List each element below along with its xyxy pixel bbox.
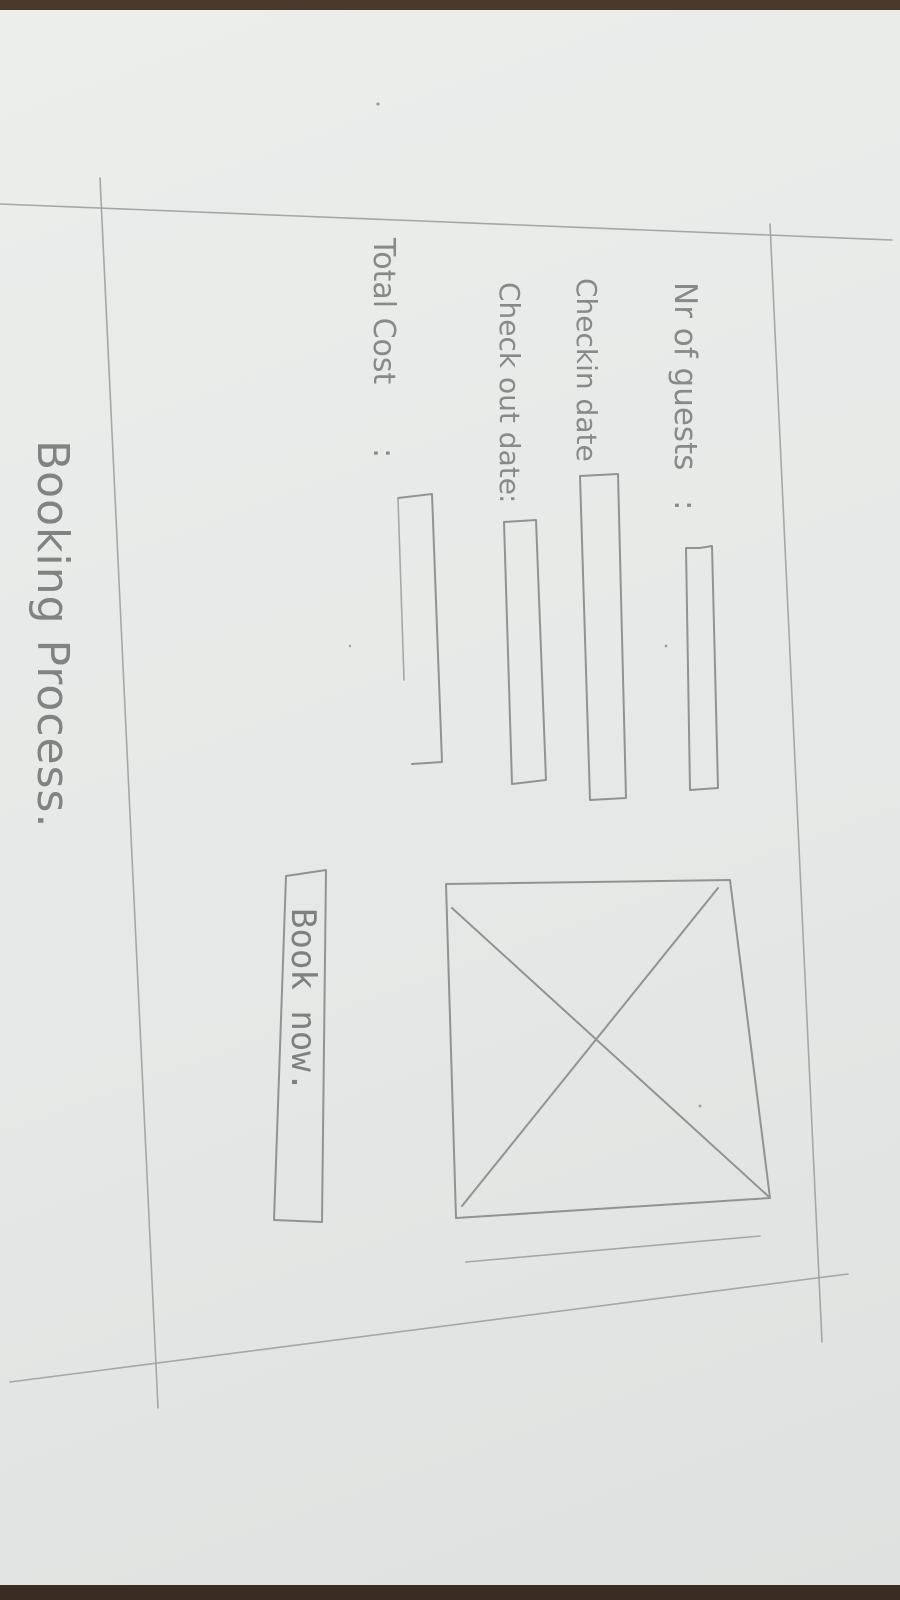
checkout-label: Check out date — [493, 282, 526, 495]
guests-label-group: Nr of guests : — [667, 282, 703, 510]
speck — [698, 1104, 702, 1108]
book-now-button[interactable]: Book now. — [273, 869, 327, 1223]
total-cost-field — [397, 493, 443, 765]
paper-sheet — [0, 10, 900, 1585]
total-cost-field-edge — [397, 497, 405, 681]
image-placeholder-diagonal-b — [461, 887, 719, 1207]
total-cost-label-group: Total Cost : — [366, 237, 401, 458]
checkin-input[interactable] — [579, 473, 627, 801]
frame-line-left — [9, 1273, 849, 1383]
book-now-button-frame[interactable] — [273, 869, 327, 1223]
guests-colon: : — [667, 500, 703, 510]
frame-line-top — [99, 177, 159, 1409]
speck — [664, 644, 668, 648]
guests-label: Nr of guests — [667, 282, 703, 470]
checkout-colon: : — [493, 494, 526, 503]
page-title-group: Booking Process. — [27, 440, 78, 828]
speck — [376, 102, 380, 106]
book-now-label: Book now. — [283, 908, 323, 1092]
checkout-input[interactable] — [503, 519, 547, 785]
checkin-label: Checkin date — [570, 278, 603, 462]
image-placeholder-icon — [445, 879, 771, 1263]
frame-line-right — [0, 203, 893, 241]
total-cost-colon: : — [366, 448, 401, 458]
image-placeholder-frame — [445, 879, 771, 1219]
frame-lines — [0, 177, 893, 1409]
pencil-specks — [348, 102, 702, 1108]
total-cost-label: Total Cost — [366, 237, 401, 385]
guests-input[interactable] — [685, 545, 719, 791]
speck — [348, 644, 352, 648]
checkout-label-group: Check out date : — [493, 282, 526, 503]
image-placeholder-diagonal-a — [451, 907, 769, 1197]
image-placeholder-underline — [465, 1235, 761, 1263]
checkin-label-group: Checkin date — [570, 278, 603, 462]
frame-line-bottom — [769, 223, 823, 1343]
page-title: Booking Process. — [27, 440, 78, 828]
